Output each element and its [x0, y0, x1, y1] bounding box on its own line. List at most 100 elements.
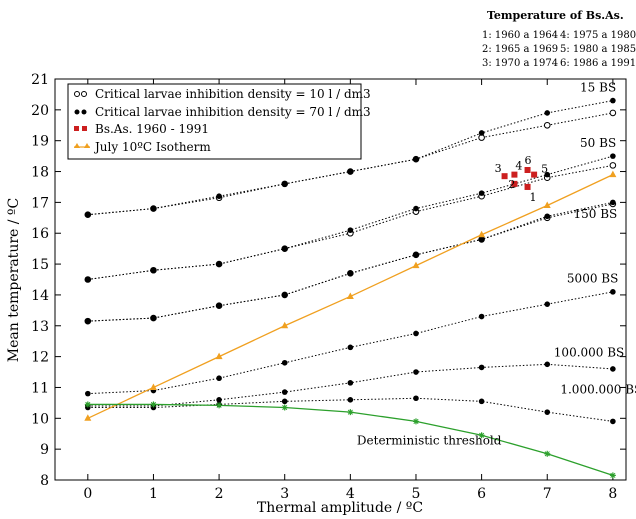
- y-tick-label: 14: [31, 288, 49, 304]
- legend-label: Critical larvae inhibition density = 10 …: [95, 87, 371, 101]
- point-filled: [544, 361, 551, 368]
- period-key: Temperature of Bs.As. 1: 1960 a 1964 4: …: [482, 9, 636, 69]
- legend-marker-filled-circle: [74, 109, 80, 115]
- point-filled: [281, 181, 288, 187]
- point-open: [543, 121, 551, 129]
- x-tick-label: 4: [346, 486, 355, 502]
- point-filled: [610, 153, 616, 159]
- legend-marker-triangle: [74, 143, 80, 148]
- legend-item-open: Critical larvae inhibition density = 10 …: [74, 87, 371, 101]
- point-filled: [413, 395, 419, 402]
- legend-label: July 10ºC Isotherm: [93, 140, 211, 154]
- point-filled: [150, 205, 157, 212]
- series-line: [87, 155, 614, 280]
- bsas-point-label: 5: [541, 163, 548, 176]
- y-tick-label: 16: [31, 226, 49, 242]
- x-tick-label: 2: [215, 486, 224, 502]
- point-filled: [478, 313, 485, 320]
- y-tick-label: 19: [31, 134, 49, 150]
- line-label: 150 BS: [573, 207, 617, 221]
- point-star: [347, 409, 354, 416]
- x-tick-label: 5: [412, 486, 421, 502]
- legend-box: [67, 83, 362, 160]
- y-tick-label: 13: [31, 319, 49, 335]
- x-tick-label: 1: [149, 486, 158, 502]
- series-line: [87, 291, 613, 395]
- point-filled: [85, 211, 91, 218]
- point-filled: [413, 156, 419, 162]
- line-label: 1.000.000 BS: [560, 383, 636, 397]
- y-tick-label: 21: [31, 72, 49, 88]
- point-filled: [413, 369, 419, 375]
- point-triangle: [543, 201, 551, 208]
- point-open: [609, 109, 617, 117]
- point-filled: [216, 375, 222, 382]
- point-star: [478, 432, 485, 439]
- point-triangle: [609, 170, 617, 178]
- period-key-title: Temperature of Bs.As.: [487, 9, 624, 22]
- y-tick-label: 17: [31, 195, 49, 211]
- point-filled: [85, 390, 91, 397]
- y-tick-label: 15: [31, 257, 49, 273]
- point-filled: [610, 199, 616, 206]
- point-filled: [544, 213, 551, 220]
- legend-item-filled: Critical larvae inhibition density = 70 …: [74, 105, 371, 119]
- point-filled: [478, 190, 485, 196]
- legend-label: Critical larvae inhibition density = 70 …: [95, 105, 371, 119]
- point-triangle: [412, 261, 420, 269]
- point-filled: [85, 318, 91, 324]
- y-axis-label: Mean temperature / ºC: [6, 198, 22, 362]
- point-open: [609, 162, 617, 169]
- point-filled: [610, 97, 616, 104]
- bsas-point: [501, 173, 508, 180]
- point-filled: [281, 389, 288, 395]
- point-filled: [478, 130, 485, 136]
- point-filled: [478, 398, 485, 405]
- point-filled: [544, 110, 551, 116]
- legend-marker-square: [82, 126, 87, 131]
- point-filled: [413, 330, 419, 337]
- y-tick-label: 20: [31, 103, 49, 119]
- plot-frame: [54, 78, 627, 481]
- bsas-point-label: 2: [508, 178, 515, 191]
- point-filled: [544, 301, 551, 307]
- legend-item-isotherm: July 10ºC Isotherm: [74, 140, 211, 154]
- marks-group: [84, 97, 617, 479]
- line-label: 100.000 BS: [554, 346, 624, 360]
- point-star: [84, 401, 91, 408]
- legend: Critical larvae inhibition density = 10 …: [67, 83, 371, 160]
- point-filled: [347, 344, 354, 351]
- y-tick-label: 18: [31, 165, 49, 181]
- legend-marker-filled-circle: [81, 109, 87, 115]
- x-tick-label: 6: [477, 486, 486, 502]
- series-line: [87, 201, 613, 322]
- point-star: [544, 450, 551, 457]
- period-key-item: 2: 1965 a 1969: [482, 44, 558, 55]
- line-labels: 15 BS 50 BS 150 BS 5000 BS 100.000 BS 1.000.0…: [357, 80, 636, 447]
- point-triangle: [215, 352, 223, 360]
- y-tick-label: 10: [31, 411, 49, 427]
- line-label: Deterministic threshold: [357, 434, 502, 448]
- point-filled: [281, 245, 288, 252]
- point-filled: [478, 364, 485, 371]
- point-filled: [281, 292, 288, 298]
- point-star: [150, 401, 157, 408]
- point-triangle: [346, 292, 354, 299]
- series-line: [87, 203, 613, 322]
- line-label: 15 BS: [580, 80, 616, 94]
- point-triangle: [281, 321, 289, 329]
- point-filled: [216, 302, 222, 309]
- line-label: 5000 BS: [567, 272, 618, 286]
- bsas-point-label: 1: [530, 191, 537, 204]
- point-filled: [347, 270, 354, 277]
- point-filled: [610, 418, 616, 425]
- legend-marker-open-circle: [74, 91, 80, 97]
- point-star: [412, 418, 419, 425]
- x-tick-label: 7: [543, 486, 552, 502]
- bsas-point: [511, 180, 518, 187]
- x-tick-label: 0: [83, 486, 92, 502]
- y-tick-label: 11: [31, 380, 49, 396]
- point-filled: [281, 398, 288, 405]
- point-filled: [216, 193, 222, 200]
